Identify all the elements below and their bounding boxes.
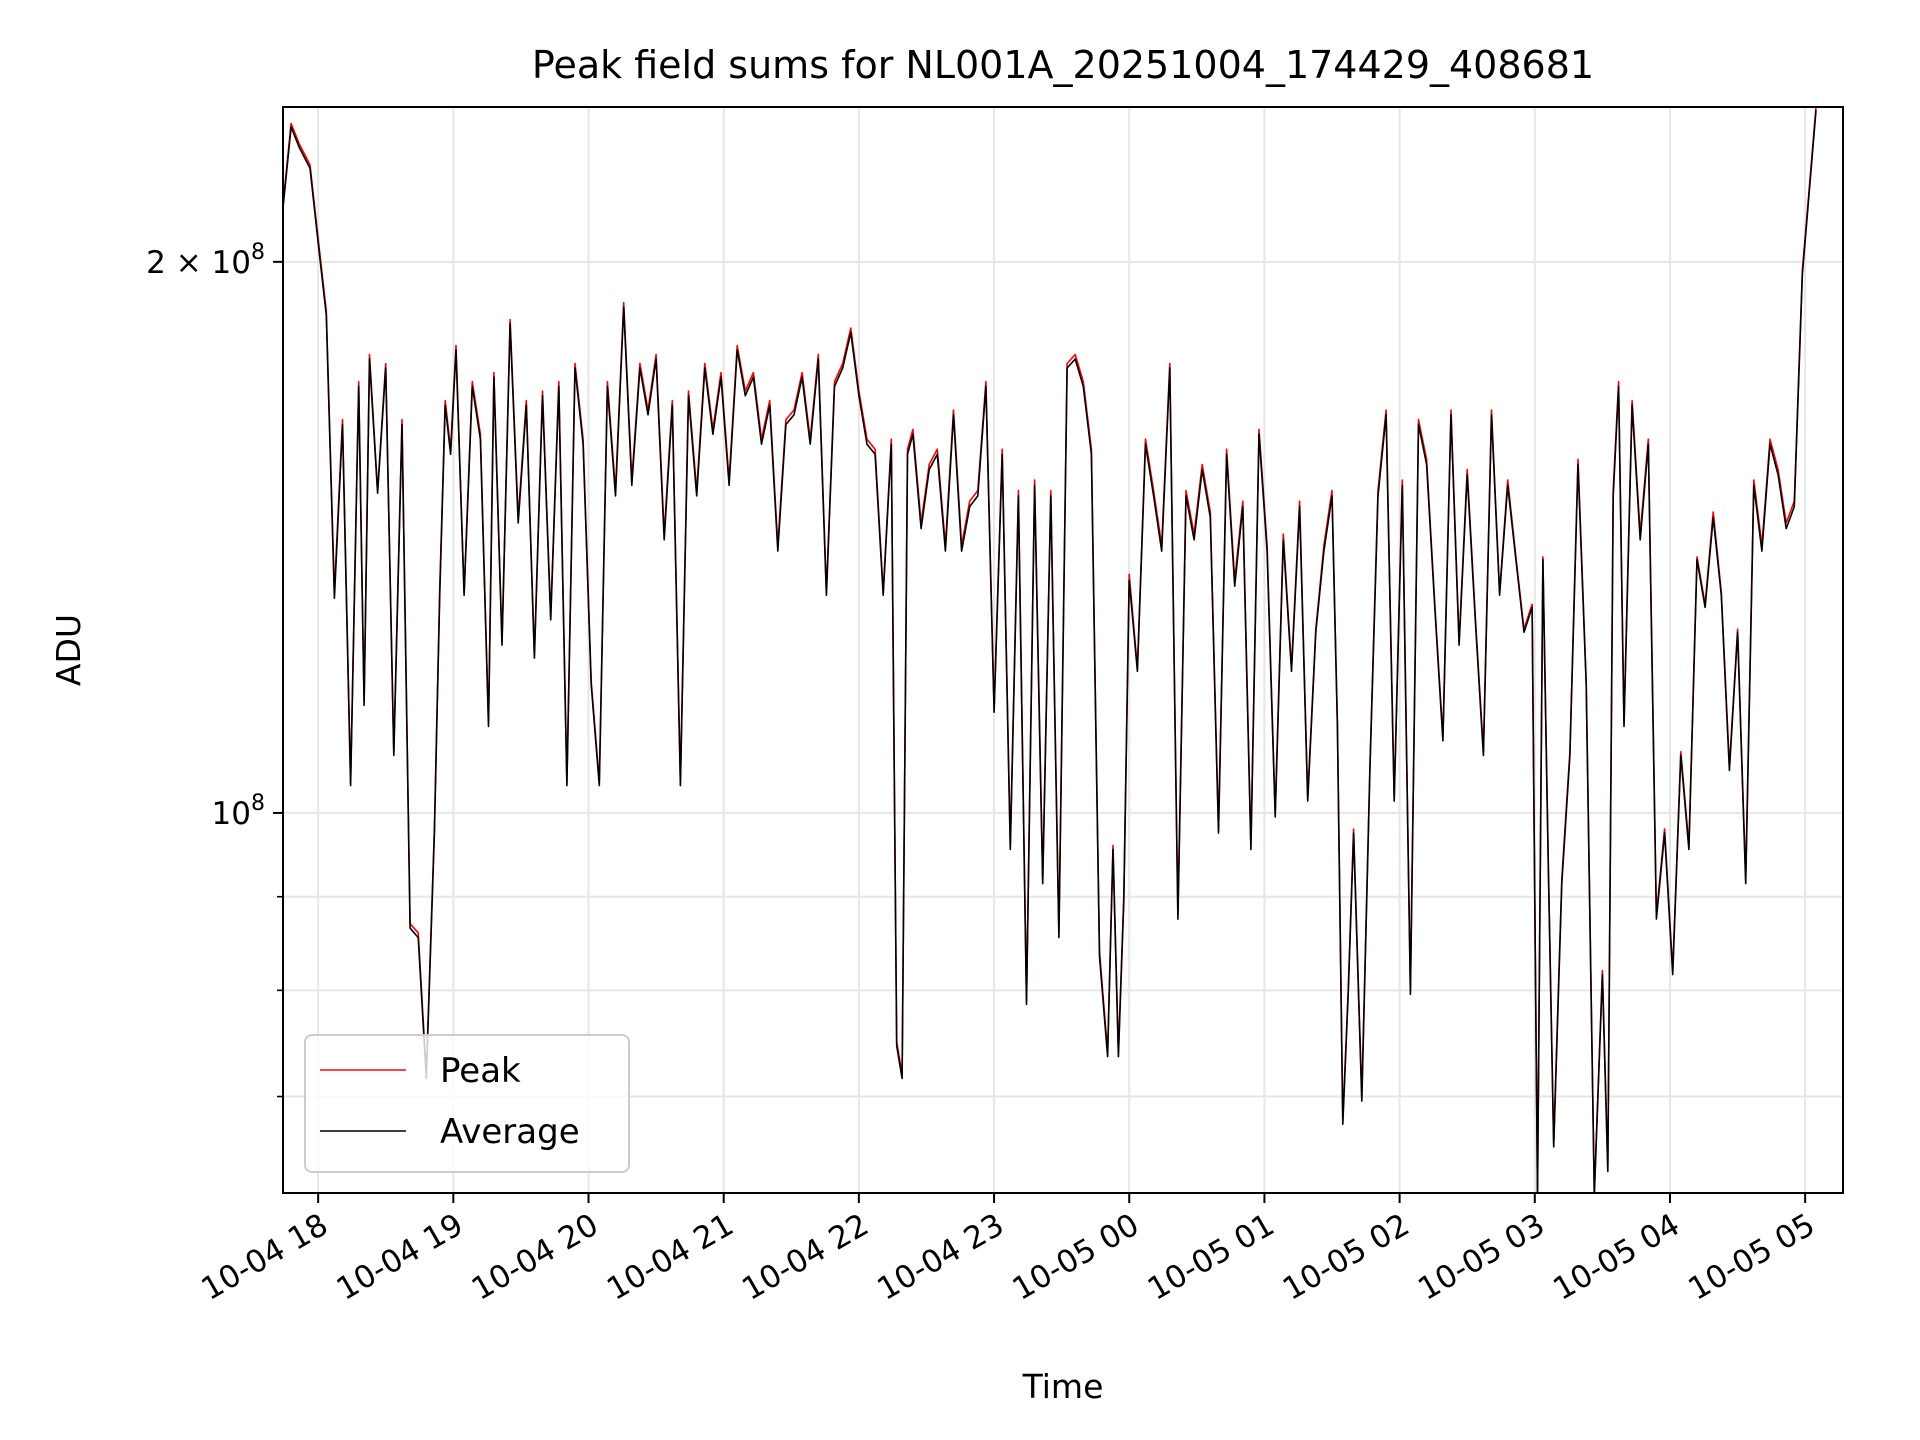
grid-layer — [283, 107, 1843, 1193]
y-tick-label: 2 × 108 — [146, 240, 265, 281]
y-axis-label: ADU — [49, 614, 88, 686]
series-layer — [283, 107, 1817, 1193]
legend: Peak Average — [304, 1034, 630, 1173]
series-line-average — [283, 110, 1817, 1193]
y-tick-label: 108 — [212, 791, 265, 832]
chart-title: Peak field sums for NL001A_20251004_1744… — [532, 43, 1594, 87]
y-axis-ticks: 2 × 108 108 — [146, 240, 283, 1098]
legend-label-peak: Peak — [440, 1051, 521, 1091]
plot-frame — [282, 106, 1844, 1194]
legend-label-average: Average — [440, 1112, 580, 1152]
x-axis-label: Time — [1022, 1367, 1104, 1406]
